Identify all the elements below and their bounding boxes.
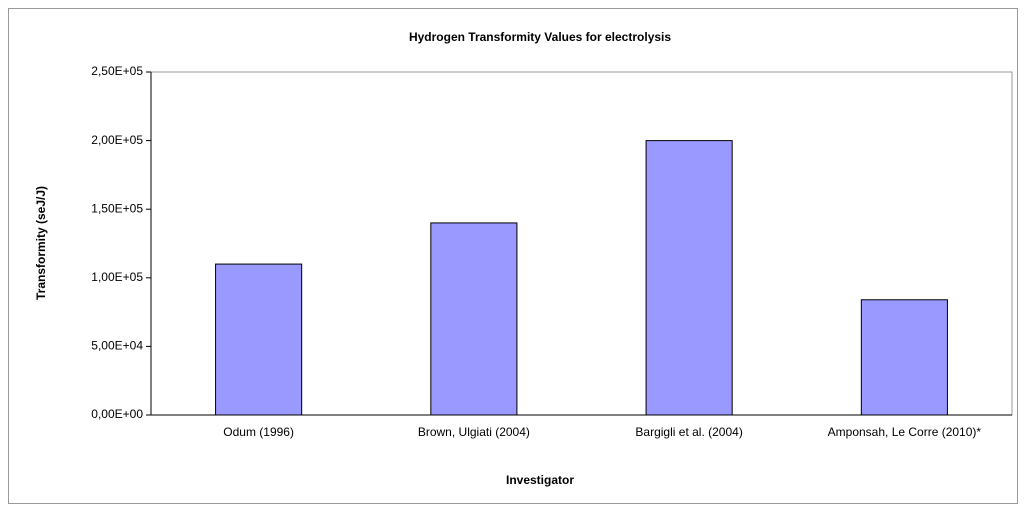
x-tick-label: Odum (1996)	[223, 425, 294, 439]
y-tick-label: 0,00E+00	[91, 407, 143, 421]
y-tick-label: 2,50E+05	[91, 64, 143, 78]
y-tick-label: 1,00E+05	[91, 270, 143, 284]
x-axis-label: Investigator	[506, 473, 574, 487]
x-tick-label: Bargigli et al. (2004)	[635, 425, 742, 439]
y-axis-label: Transformity (seJ/J)	[34, 186, 48, 300]
chart-title: Hydrogen Transformity Values for electro…	[409, 30, 671, 44]
y-tick-label: 5,00E+04	[91, 339, 143, 353]
y-tick-label: 1,50E+05	[91, 201, 143, 215]
bar	[430, 222, 518, 416]
bar	[215, 263, 303, 416]
x-tick-label: Brown, Ulgiati (2004)	[418, 425, 530, 439]
y-tick-label: 2,00E+05	[91, 133, 143, 147]
bar	[645, 140, 733, 416]
x-tick-label: Amponsah, Le Corre (2010)*	[828, 425, 982, 439]
bar	[860, 299, 948, 416]
